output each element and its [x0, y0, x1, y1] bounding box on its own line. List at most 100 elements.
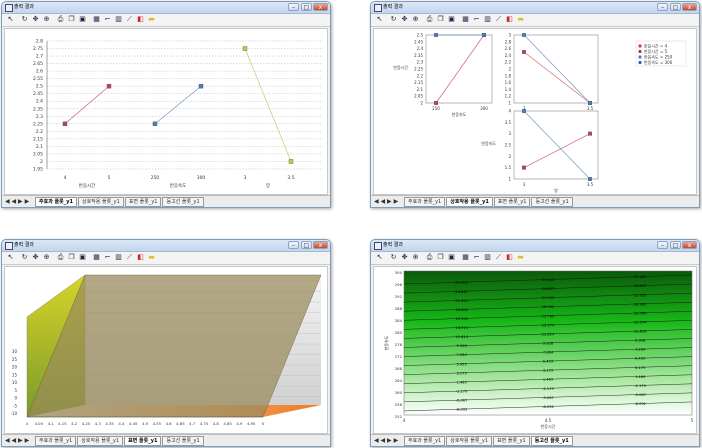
copy-icon[interactable]: ❐: [437, 253, 444, 261]
sheet-tab[interactable]: 등고선 플롯_y1: [530, 436, 573, 446]
palette-icon[interactable]: ▬: [148, 253, 155, 261]
close-button[interactable]: x: [682, 241, 697, 249]
rotate-icon[interactable]: ↻: [390, 15, 397, 23]
cursor-icon[interactable]: ↖: [7, 15, 14, 23]
chart-icon[interactable]: ▥: [115, 15, 122, 23]
contour-label: 5.459: [635, 357, 646, 361]
chart-icon[interactable]: ▥: [484, 253, 491, 261]
minimize-button[interactable]: –: [657, 3, 668, 11]
line-icon[interactable]: ⟋: [496, 15, 501, 23]
rotate-icon[interactable]: ↻: [21, 253, 28, 261]
axis-icon[interactable]: ⌐: [104, 15, 111, 23]
maximize-button[interactable]: □: [301, 241, 312, 249]
cursor-icon[interactable]: ↖: [376, 253, 383, 261]
main-effects-plot-area: 2.8 2.75 2.7 2.65 2.6 2.55 2.5 2.45 2.4 2.35 2.3 2.…: [4, 28, 328, 195]
maximize-button[interactable]: □: [670, 241, 681, 249]
copy-icon[interactable]: ❐: [68, 253, 75, 261]
line-icon[interactable]: ⟋: [496, 253, 501, 261]
move-icon[interactable]: ✥: [32, 253, 39, 261]
color-icon[interactable]: ◧: [137, 253, 144, 261]
sheet-tab[interactable]: 상호작용 플롯_y1: [77, 436, 124, 446]
move-icon[interactable]: ✥: [32, 15, 39, 23]
rotate-icon[interactable]: ↻: [390, 253, 397, 261]
palette-icon[interactable]: ▬: [517, 15, 524, 23]
axis-icon[interactable]: ⌐: [104, 253, 111, 261]
sheet-tab[interactable]: 등고선 플롯_y1: [531, 197, 573, 207]
y-tick-label: 10: [12, 380, 18, 385]
sheet-tab[interactable]: 주효과 플롯_y1: [404, 197, 446, 207]
color-icon[interactable]: ◧: [137, 15, 144, 23]
print-icon[interactable]: ⎙: [426, 253, 433, 261]
save-icon[interactable]: ▣: [448, 15, 455, 23]
tab-navigation-arrows[interactable]: ◀ ◀ ▶ ▶: [374, 198, 399, 205]
grid-icon[interactable]: ▦: [93, 15, 100, 23]
move-icon[interactable]: ✥: [401, 15, 408, 23]
sheet-tab[interactable]: 등고선 플롯_y1: [162, 197, 204, 207]
contour-line: [403, 311, 693, 321]
sheet-tab[interactable]: 주효과 플롯_y1: [35, 436, 77, 446]
minimize-button[interactable]: –: [288, 241, 299, 249]
x-tick-label: 3: [523, 106, 526, 111]
zoom-icon[interactable]: ⊕: [412, 15, 419, 23]
save-icon[interactable]: ▣: [448, 253, 455, 261]
y-tick-label: 296: [395, 282, 403, 287]
grid-icon[interactable]: ▦: [462, 15, 469, 23]
copy-icon[interactable]: ❐: [68, 15, 75, 23]
print-icon[interactable]: ⎙: [426, 15, 433, 23]
x-tick-label: 4.5: [142, 421, 149, 426]
copy-icon[interactable]: ❐: [437, 15, 444, 23]
cursor-icon[interactable]: ↖: [376, 15, 383, 23]
axis-icon[interactable]: ⌐: [473, 253, 480, 261]
chart-icon[interactable]: ▥: [115, 253, 122, 261]
close-button[interactable]: x: [313, 3, 328, 11]
y-tick-label: 260: [395, 390, 403, 395]
sheet-tab[interactable]: 상호작용 플롯_y1: [446, 436, 493, 446]
sheet-tab[interactable]: 상호작용 플롯_y1: [77, 197, 124, 207]
zoom-icon[interactable]: ⊕: [43, 253, 50, 261]
x-tick-label: 4.45: [129, 421, 138, 426]
chart-icon[interactable]: ▥: [484, 15, 491, 23]
palette-icon[interactable]: ▬: [148, 15, 155, 23]
contour-label: 7.264: [635, 348, 646, 352]
minimize-button[interactable]: –: [288, 3, 299, 11]
tab-navigation-arrows[interactable]: ◀ ◀ ▶ ▶: [5, 198, 30, 205]
zoom-icon[interactable]: ⊕: [412, 253, 419, 261]
data-point: [588, 177, 592, 181]
color-icon[interactable]: ◧: [506, 15, 513, 23]
tab-navigation-arrows[interactable]: ◀ ◀ ▶ ▶: [374, 437, 399, 444]
title-bar[interactable]: 출력 결과 – □ x: [371, 2, 699, 14]
close-button[interactable]: x: [682, 3, 697, 11]
maximize-button[interactable]: □: [670, 3, 681, 11]
grid-icon[interactable]: ▦: [462, 253, 469, 261]
line-icon[interactable]: ⟋: [127, 253, 132, 261]
sheet-tab[interactable]: 표면 플롯_y1: [493, 436, 530, 446]
sheet-tab[interactable]: 상호작용 플롯_y1: [446, 197, 493, 207]
sheet-tab[interactable]: 표면 플롯_y1: [493, 197, 531, 207]
title-bar[interactable]: 출력 결과 – □ x: [371, 240, 699, 252]
palette-icon[interactable]: ▬: [517, 253, 524, 261]
close-button[interactable]: x: [313, 241, 328, 249]
line-icon[interactable]: ⟋: [127, 15, 132, 23]
y-tick-label: 300: [395, 270, 403, 275]
sheet-tab[interactable]: 표면 플롯_y1: [124, 436, 162, 446]
maximize-button[interactable]: □: [301, 3, 312, 11]
sheet-tab[interactable]: 주효과 플롯_y1: [35, 197, 77, 207]
grid-icon[interactable]: ▦: [93, 253, 100, 261]
sheet-tab[interactable]: 표면 플롯_y1: [124, 197, 162, 207]
save-icon[interactable]: ▣: [79, 253, 86, 261]
move-icon[interactable]: ✥: [401, 253, 408, 261]
title-bar[interactable]: 출력 결과 – □ x: [2, 2, 330, 14]
sheet-tab[interactable]: 주효과 플롯_y1: [404, 436, 446, 446]
minimize-button[interactable]: –: [657, 241, 668, 249]
axis-icon[interactable]: ⌐: [473, 15, 480, 23]
tab-navigation-arrows[interactable]: ◀ ◀ ▶ ▶: [5, 437, 30, 444]
sheet-tab[interactable]: 등고선 플롯_y1: [162, 436, 204, 446]
print-icon[interactable]: ⎙: [57, 15, 64, 23]
rotate-icon[interactable]: ↻: [21, 15, 28, 23]
zoom-icon[interactable]: ⊕: [43, 15, 50, 23]
cursor-icon[interactable]: ↖: [7, 253, 14, 261]
color-icon[interactable]: ◧: [506, 253, 513, 261]
print-icon[interactable]: ⎙: [57, 253, 64, 261]
save-icon[interactable]: ▣: [79, 15, 86, 23]
title-bar[interactable]: 출력 결과 – □ x: [2, 240, 330, 252]
